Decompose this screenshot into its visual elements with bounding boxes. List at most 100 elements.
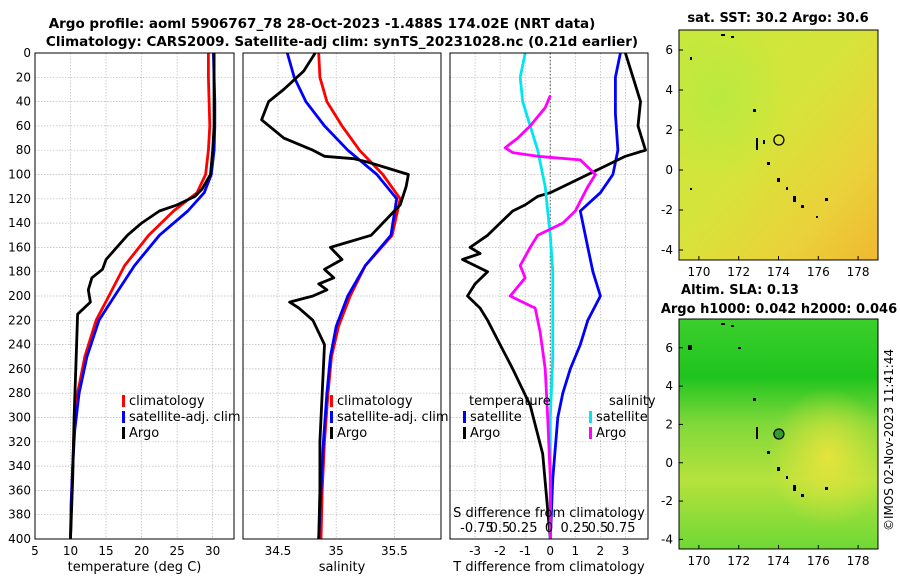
island [825, 198, 828, 201]
map-y-tick-label: 0 [665, 456, 673, 470]
legend-swatch-t-argo [463, 427, 466, 439]
map-x-tick-label: 172 [727, 554, 750, 568]
s-difference-label: S difference from climatology [453, 506, 645, 521]
y-tick-label: 260 [8, 362, 31, 376]
argo-position-marker [773, 134, 785, 146]
x-tick-label: 5 [31, 544, 39, 558]
plot-frame [34, 52, 235, 540]
sla-axes: 170 172 174 176 178 6 4 2 0 -2 -4 [661, 341, 870, 568]
map-x-tick-label: 174 [767, 265, 790, 279]
map-x-tick-label: 174 [767, 554, 790, 568]
x-tick-label: 20 [134, 544, 149, 558]
y-tick-label: 240 [8, 338, 31, 352]
map-x-tick-label: 178 [847, 265, 870, 279]
legend-argo: Argo [337, 426, 367, 441]
plot-frame [242, 52, 442, 540]
y-tick-label: 60 [16, 119, 31, 133]
series-salinity-argo [503, 94, 597, 539]
figure-title-line1: Argo profile: aoml 5906767_78 28-Oct-202… [49, 16, 596, 32]
salinity-legend: climatology satellite-adj. clim Argo [330, 394, 449, 441]
s-tick-label: -0.75 [460, 521, 494, 536]
y-tick-label: 300 [8, 411, 31, 425]
plot-frame [449, 52, 649, 540]
map-y-tick-label: -4 [661, 243, 673, 257]
island [793, 196, 796, 202]
map-y-tick-label: 4 [665, 83, 673, 97]
island [721, 34, 725, 36]
x-tick-label: -3 [469, 544, 481, 558]
y-tick-label: 80 [16, 143, 31, 157]
map-x-tick-label: 170 [687, 554, 710, 568]
sst-map [678, 29, 879, 261]
island [767, 162, 770, 165]
x-tick-label: -1 [519, 544, 531, 558]
x-tick-label: 3 [622, 544, 630, 558]
island [786, 187, 788, 190]
temperature-panel: 0 20 40 60 80 100 120 140 160 180 200 220 240 260 280 3… [8, 46, 235, 575]
temperature-legend: climatology satellite-adj. clim Argo [122, 394, 241, 441]
series-temperature-argo [461, 52, 647, 540]
island [753, 398, 756, 401]
legend-t-satellite: satellite [470, 410, 522, 425]
y-tick-label: 140 [8, 216, 31, 230]
x-tick-label: 34.5 [265, 544, 292, 558]
difference-legend: temperature salinity satellite Argo sate… [463, 394, 656, 441]
y-tick-label: 180 [8, 265, 31, 279]
credit-text: ©IMOS 02-Nov-2023 11:41:44 [882, 349, 896, 531]
island [731, 36, 734, 38]
island [688, 345, 692, 350]
s-difference-ticks: -0.750.50.25 0 0.250.50.75 [460, 521, 635, 536]
legend-t-argo: Argo [470, 426, 500, 441]
x-tick-label: 35 [329, 544, 344, 558]
sst-islands [690, 34, 828, 218]
series-temperature-satellite [548, 52, 622, 540]
x-axis-label: salinity [319, 560, 366, 575]
s-tick-label: 0.5 [588, 521, 609, 536]
legend-swatch-climatology [122, 395, 125, 407]
legend-swatch-t-satellite [463, 411, 466, 423]
island [816, 216, 818, 218]
map-x-tick-label: 170 [687, 265, 710, 279]
salinity-panel: 34.5 35 35.5 salinity [242, 52, 442, 575]
island [738, 347, 741, 349]
island [731, 325, 734, 327]
legend-climatology: climatology [337, 394, 413, 409]
s-tick-label: 0.25 [509, 521, 538, 536]
s-tick-label: 0.75 [607, 521, 636, 536]
legend-swatch-satellite [330, 411, 333, 423]
s-tick-label: 0.25 [561, 521, 590, 536]
map-y-tick-label: 6 [665, 43, 673, 57]
y-tick-label: 0 [23, 46, 31, 60]
legend-argo: Argo [129, 426, 159, 441]
island [767, 451, 770, 454]
island [690, 57, 692, 60]
argo-position-marker [773, 428, 785, 440]
island [801, 205, 804, 208]
legend-swatch-satellite [122, 411, 125, 423]
map-y-tick-label: -2 [661, 203, 673, 217]
series-satellite-adj-clim [285, 52, 399, 540]
map-x-tick-label: 178 [847, 554, 870, 568]
island [763, 140, 765, 144]
x-tick-label: -2 [494, 544, 506, 558]
x-tick-label: 0 [546, 544, 554, 558]
map-y-tick-label: 2 [665, 123, 673, 137]
island [753, 109, 756, 112]
sst-map-title: sat. SST: 30.2 Argo: 30.6 [687, 11, 868, 26]
island [690, 188, 692, 190]
map-y-tick-label: -2 [661, 494, 673, 508]
island [777, 467, 780, 471]
map-y-tick-label: 4 [665, 379, 673, 393]
y-tick-label: 200 [8, 289, 31, 303]
legend-swatch-s-satellite [589, 411, 592, 423]
y-tick-label: 120 [8, 192, 31, 206]
series-salinity-satellite [518, 52, 555, 539]
x-tick-label: 2 [597, 544, 605, 558]
map-x-tick-label: 176 [807, 265, 830, 279]
map-y-tick-label: -4 [661, 532, 673, 546]
sla-map [678, 318, 879, 550]
island [786, 476, 788, 479]
y-tick-label: 40 [16, 95, 31, 109]
legend-s-satellite: satellite [596, 410, 648, 425]
